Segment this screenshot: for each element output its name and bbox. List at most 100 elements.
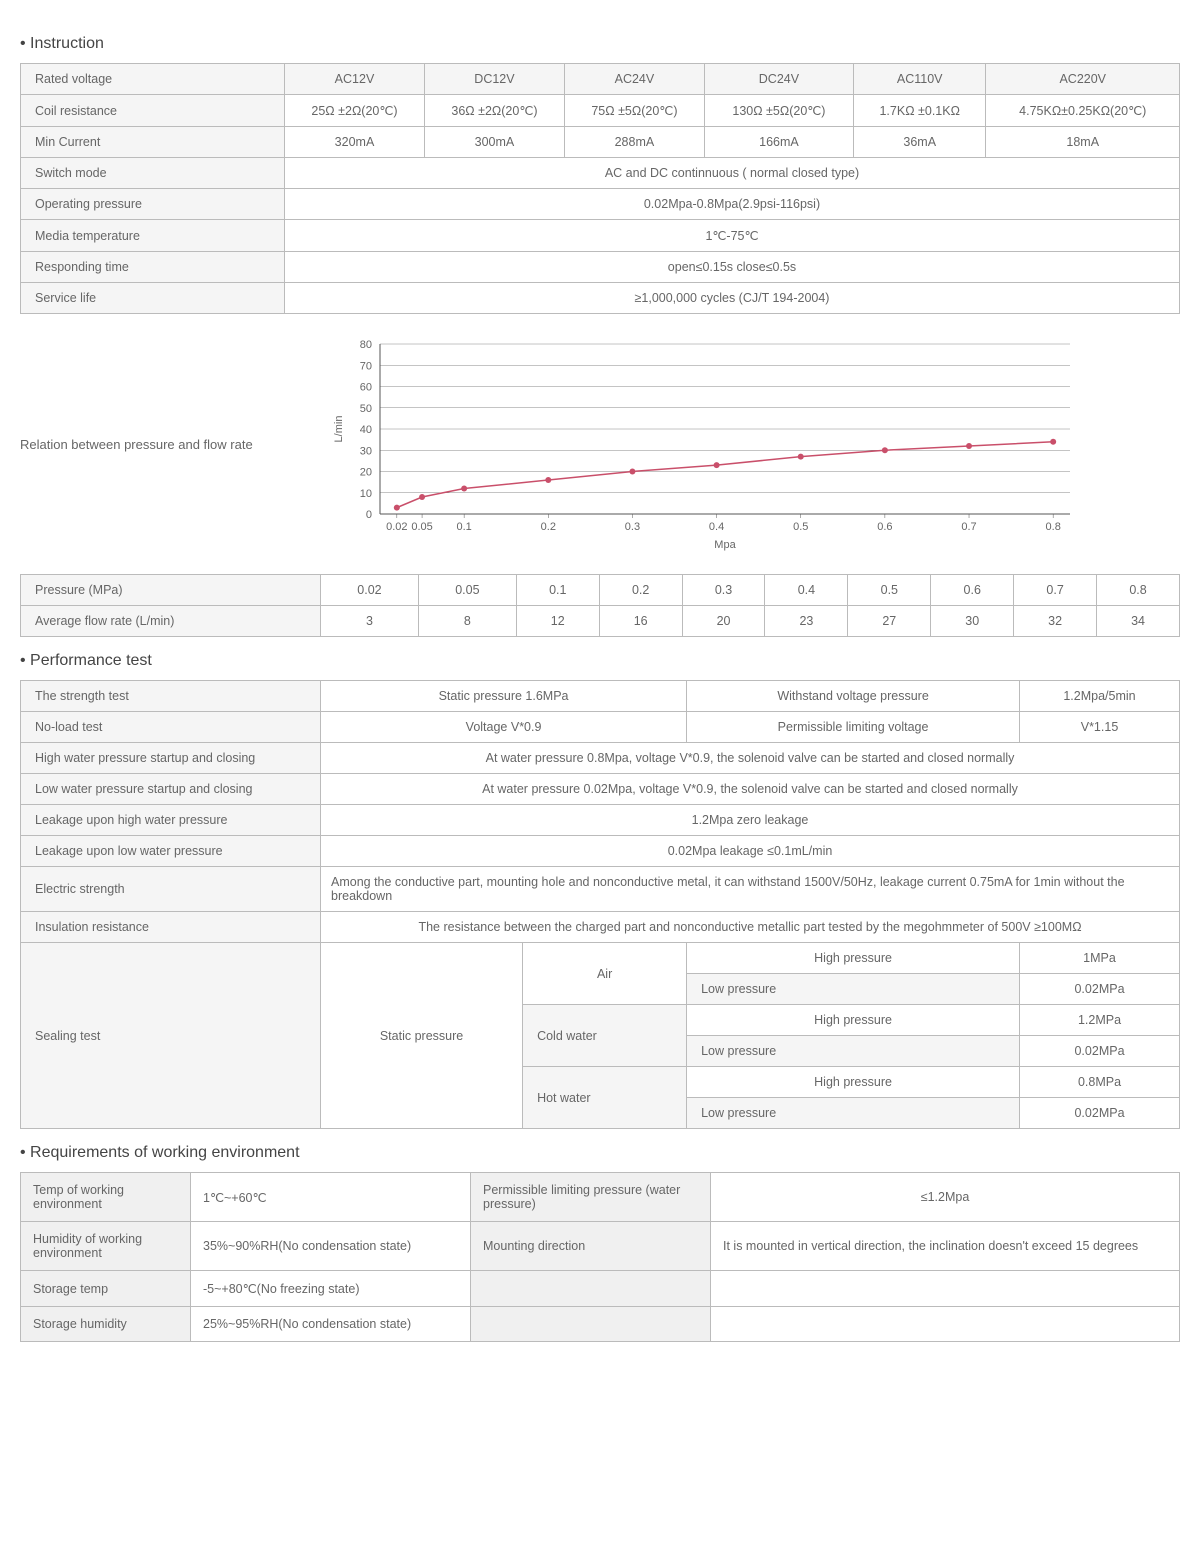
table-cell — [711, 1307, 1180, 1342]
table-cell: 0.7 — [1014, 575, 1097, 606]
table-cell: 320mA — [285, 127, 425, 158]
table-cell: 36mA — [853, 127, 986, 158]
table-cell: It is mounted in vertical direction, the… — [711, 1222, 1180, 1271]
table-cell: -5~+80℃(No freezing state) — [191, 1271, 471, 1307]
table-cell: 0.2 — [599, 575, 682, 606]
table-cell: 30 — [931, 606, 1014, 637]
table-cell: High pressure — [687, 1067, 1020, 1098]
table-cell: Operating pressure — [21, 189, 285, 220]
table-cell: 166mA — [704, 127, 853, 158]
table-cell: High water pressure startup and closing — [21, 743, 321, 774]
table-cell: Low pressure — [687, 974, 1020, 1005]
table-cell: 36Ω ±2Ω(20℃) — [424, 95, 564, 127]
svg-text:60: 60 — [360, 382, 372, 394]
table-cell: Permissible limiting voltage — [687, 712, 1020, 743]
svg-text:0.1: 0.1 — [456, 521, 471, 533]
table-cell: Leakage upon low water pressure — [21, 836, 321, 867]
table-cell: 25Ω ±2Ω(20℃) — [285, 95, 425, 127]
svg-text:20: 20 — [360, 467, 372, 479]
svg-text:0.02: 0.02 — [386, 521, 407, 533]
section-title-performance: Performance test — [20, 652, 1180, 670]
table-cell: 0.02MPa — [1020, 974, 1180, 1005]
table-cell: 12 — [516, 606, 599, 637]
table-cell: Static pressure 1.6MPa — [321, 681, 687, 712]
table-header: AC220V — [986, 64, 1180, 95]
table-cell: 0.6 — [931, 575, 1014, 606]
table-cell: Leakage upon high water pressure — [21, 805, 321, 836]
table-cell: 0.1 — [516, 575, 599, 606]
table-cell: Hot water — [523, 1067, 687, 1129]
table-cell: 3 — [321, 606, 419, 637]
table-cell: Among the conductive part, mounting hole… — [321, 867, 1180, 912]
table-header: DC12V — [424, 64, 564, 95]
table-cell: High pressure — [687, 1005, 1020, 1036]
table-cell: Sealing test — [21, 943, 321, 1129]
table-cell: 25%~95%RH(No condensation state) — [191, 1307, 471, 1342]
table-cell: The strength test — [21, 681, 321, 712]
table-cell: High pressure — [687, 943, 1020, 974]
flow-chart: 010203040506070800.020.050.10.20.30.40.5… — [320, 334, 1180, 554]
table-cell: 0.02Mpa-0.8Mpa(2.9psi-116psi) — [285, 189, 1180, 220]
table-cell: 0.05 — [418, 575, 516, 606]
svg-text:0: 0 — [366, 509, 372, 521]
table-cell: The resistance between the charged part … — [321, 912, 1180, 943]
svg-text:0.7: 0.7 — [961, 521, 976, 533]
svg-text:50: 50 — [360, 403, 372, 415]
table-cell: V*1.15 — [1020, 712, 1180, 743]
table-cell: Temp of working environment — [21, 1173, 191, 1222]
table-cell: Pressure (MPa) — [21, 575, 321, 606]
table-header: DC24V — [704, 64, 853, 95]
table-cell: 0.5 — [848, 575, 931, 606]
table-cell: At water pressure 0.8Mpa, voltage V*0.9,… — [321, 743, 1180, 774]
svg-text:0.2: 0.2 — [541, 521, 556, 533]
table-cell: 300mA — [424, 127, 564, 158]
table-cell: open≤0.15s close≤0.5s — [285, 252, 1180, 283]
svg-text:0.3: 0.3 — [625, 521, 640, 533]
svg-text:0.05: 0.05 — [411, 521, 432, 533]
table-cell: Low water pressure startup and closing — [21, 774, 321, 805]
table-cell: 1.2Mpa/5min — [1020, 681, 1180, 712]
table-cell: 0.8MPa — [1020, 1067, 1180, 1098]
performance-table: The strength testStatic pressure 1.6MPaW… — [20, 680, 1180, 1129]
svg-text:40: 40 — [360, 424, 372, 436]
table-cell: 1.7KΩ ±0.1KΩ — [853, 95, 986, 127]
table-header: AC12V — [285, 64, 425, 95]
svg-text:80: 80 — [360, 339, 372, 351]
table-cell: Permissible limiting pressure (water pre… — [471, 1173, 711, 1222]
table-cell: 0.02 — [321, 575, 419, 606]
table-cell: 4.75KΩ±0.25KΩ(20℃) — [986, 95, 1180, 127]
svg-text:30: 30 — [360, 445, 372, 457]
svg-text:Mpa: Mpa — [714, 539, 736, 551]
svg-text:70: 70 — [360, 360, 372, 372]
table-header: AC110V — [853, 64, 986, 95]
table-cell: Storage temp — [21, 1271, 191, 1307]
table-cell: Static pressure — [321, 943, 523, 1129]
table-cell: 1.2MPa — [1020, 1005, 1180, 1036]
table-cell: 0.3 — [682, 575, 765, 606]
table-cell: Coil resistance — [21, 95, 285, 127]
table-cell — [711, 1271, 1180, 1307]
table-cell: 0.8 — [1097, 575, 1180, 606]
table-cell: AC and DC continnuous ( normal closed ty… — [285, 158, 1180, 189]
environment-table: Temp of working environment1℃~+60℃Permis… — [20, 1172, 1180, 1342]
table-cell: 1.2Mpa zero leakage — [321, 805, 1180, 836]
table-cell: 23 — [765, 606, 848, 637]
svg-text:0.6: 0.6 — [877, 521, 892, 533]
table-cell: Withstand voltage pressure — [687, 681, 1020, 712]
svg-text:0.5: 0.5 — [793, 521, 808, 533]
table-cell: 0.02MPa — [1020, 1098, 1180, 1129]
table-cell: 75Ω ±5Ω(20℃) — [564, 95, 704, 127]
table-header: Rated voltage — [21, 64, 285, 95]
section-title-environment: Requirements of working environment — [20, 1144, 1180, 1162]
table-cell: 32 — [1014, 606, 1097, 637]
table-cell: Min Current — [21, 127, 285, 158]
table-cell: Switch mode — [21, 158, 285, 189]
table-cell: 0.02MPa — [1020, 1036, 1180, 1067]
table-cell: 35%~90%RH(No condensation state) — [191, 1222, 471, 1271]
svg-text:L/min: L/min — [333, 416, 345, 443]
table-header: AC24V — [564, 64, 704, 95]
instruction-table: Rated voltageAC12VDC12VAC24VDC24VAC110VA… — [20, 63, 1180, 314]
table-cell: Average flow rate (L/min) — [21, 606, 321, 637]
table-cell: Air — [523, 943, 687, 1005]
table-cell — [471, 1271, 711, 1307]
